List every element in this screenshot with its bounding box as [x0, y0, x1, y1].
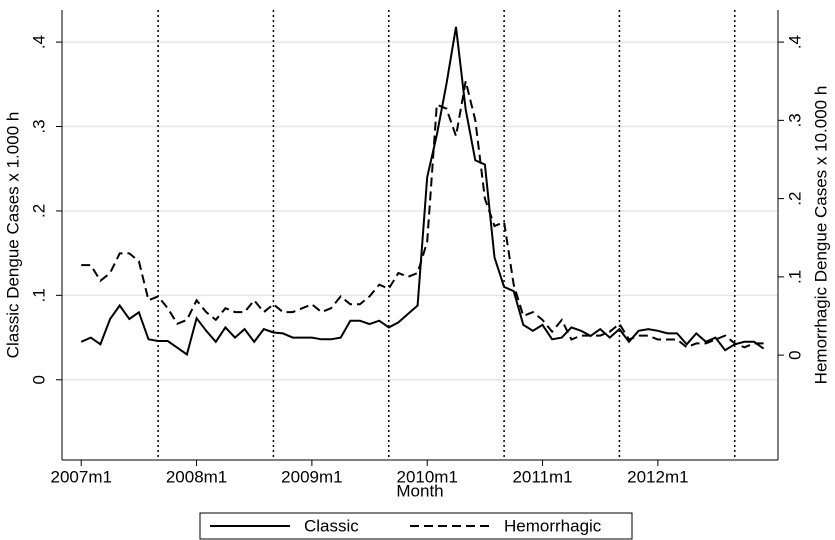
- x-tick-label: 2012m1: [627, 467, 688, 486]
- x-axis-title: Month: [396, 481, 443, 500]
- y2-tick-label: .2: [785, 192, 804, 206]
- legend-label: Hemorrhagic: [504, 516, 602, 535]
- y2-axis-title: Hemorrhagic Dengue Cases x 10.000 h: [811, 86, 830, 385]
- legend-label: Classic: [304, 516, 359, 535]
- y2-tick-label: .1: [785, 270, 804, 284]
- series-line: [81, 80, 764, 349]
- y2-tick-label: 0: [785, 350, 804, 359]
- y2-tick-label: .3: [785, 113, 804, 127]
- x-tick-label: 2007m1: [51, 467, 112, 486]
- y-tick-label: .3: [29, 119, 48, 133]
- y2-tick-label: .4: [785, 35, 804, 49]
- y-tick-label: .1: [29, 288, 48, 302]
- x-tick-label: 2010m1: [396, 467, 457, 486]
- series-line: [80, 26, 765, 357]
- y-tick-label: .4: [29, 35, 48, 49]
- x-tick-label: 2011m1: [512, 467, 572, 486]
- y-axis-title: Classic Dengue Cases x 1.000 h: [3, 112, 22, 359]
- y-tick-label: 0: [29, 375, 48, 384]
- x-tick-label: 2008m1: [166, 467, 227, 486]
- x-tick-label: 2009m1: [281, 467, 342, 486]
- y-tick-label: .2: [29, 204, 48, 218]
